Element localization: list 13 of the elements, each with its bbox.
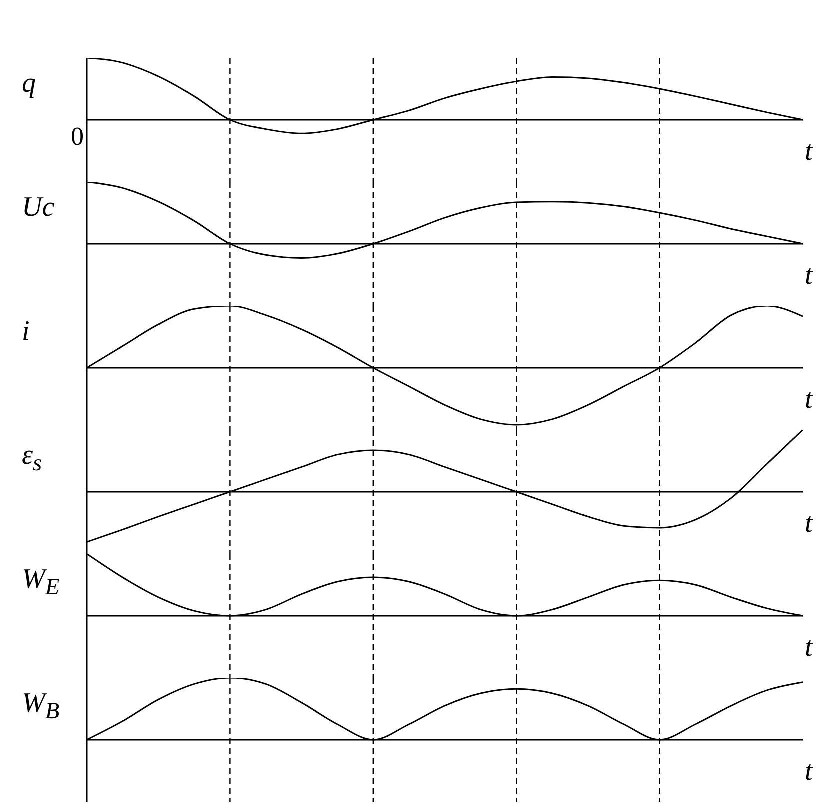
x-axis-title: t [805, 136, 813, 168]
y-axis-title: W$_{B}$ [22, 688, 60, 726]
y-axis-title: i [22, 316, 30, 348]
x-axis-title: t [805, 384, 813, 416]
y-axis-title: ε$_{s}$ [22, 440, 42, 478]
y-axis-title: q [22, 68, 36, 100]
text: 0 [71, 122, 84, 152]
x-axis-title: t [805, 632, 813, 664]
y-axis-title: Uc [22, 192, 55, 224]
x-axis-title: t [805, 260, 813, 292]
x-axis-title: t [805, 508, 813, 540]
y-axis-title: W$_{E}$ [22, 564, 60, 602]
x-axis-title: t [805, 756, 813, 788]
